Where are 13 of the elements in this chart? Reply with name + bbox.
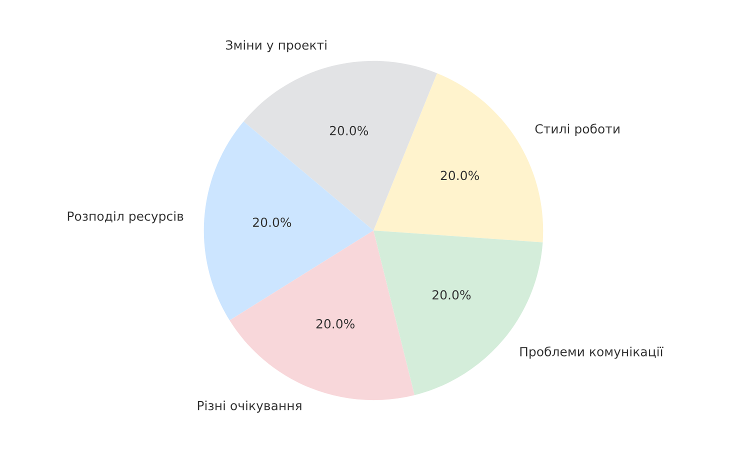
pie-slice	[230, 230, 415, 400]
slice-label: Різні очікування	[198, 400, 302, 413]
data-label: 20.0%	[316, 319, 355, 329]
data-label: 20.0%	[253, 218, 292, 228]
data-label: 20.0%	[432, 290, 471, 300]
data-label: 20.0%	[440, 170, 479, 180]
slice-label: Розподіл ресурсів	[68, 211, 184, 224]
data-label: 20.0%	[330, 126, 368, 136]
slice-label: Зміни у проекті	[226, 40, 326, 52]
pie-slice	[244, 60, 438, 230]
pie-slice	[204, 121, 374, 320]
slice-label: Проблеми комунікації	[520, 346, 664, 359]
slice-label: Стилі роботи	[535, 124, 620, 136]
